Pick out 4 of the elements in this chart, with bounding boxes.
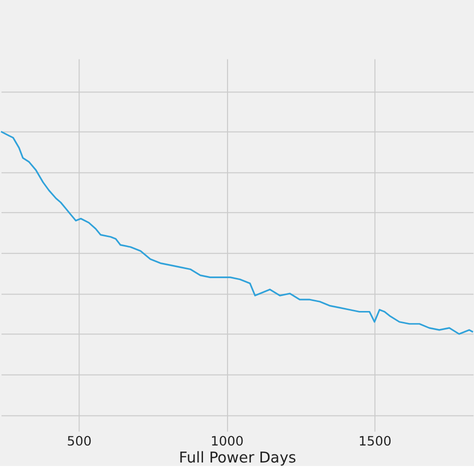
- x-tick-label: 1500: [358, 434, 392, 450]
- x-tick-label: 1000: [210, 434, 244, 450]
- x-axis-title: Full Power Days: [178, 448, 296, 467]
- x-tick-label: 500: [66, 434, 92, 450]
